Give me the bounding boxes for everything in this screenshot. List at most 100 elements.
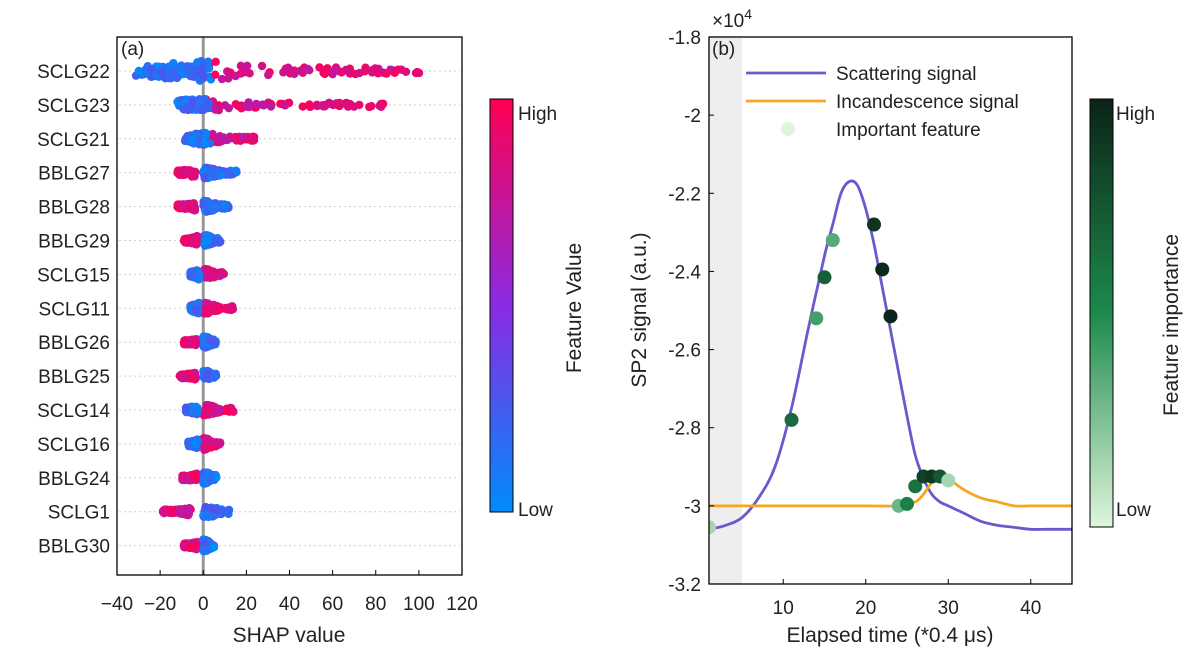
colorbar-low-label-a: Low (518, 500, 553, 521)
x-tick-label-a: 60 (322, 594, 343, 615)
y-axis-ticks-b: -3.2 -3 -2.8 -2.6 -2.4 -2.2 -2 -1.8 (668, 28, 714, 596)
feature-label: SCLG21 (37, 130, 110, 151)
shap-point (192, 541, 201, 550)
shap-point (206, 438, 215, 447)
shap-point (178, 472, 188, 481)
shap-point (328, 69, 337, 79)
shap-point (188, 170, 197, 179)
x-tick-label-b: 20 (855, 598, 876, 619)
shap-point (189, 338, 198, 347)
legend-label-scattering: Scattering signal (836, 64, 976, 85)
shap-point (187, 97, 196, 106)
colorbar-title-a: Feature Value (563, 243, 586, 373)
shap-point (206, 476, 215, 485)
shap-point (382, 69, 391, 78)
colorbar-title-b: Feature importance (1160, 234, 1183, 416)
shap-point (158, 507, 168, 517)
feature-rows (119, 70, 460, 547)
shap-points (131, 56, 424, 556)
shap-point (236, 69, 246, 78)
shap-point (204, 99, 213, 108)
shap-point (257, 61, 267, 71)
x-tick-label-a: −20 (144, 594, 176, 615)
shap-point (194, 270, 204, 279)
plot-frame-a (116, 36, 463, 576)
shap-point (179, 200, 188, 209)
shap-point (279, 68, 288, 77)
shap-point (157, 68, 166, 77)
colorbar-high-label-b: High (1116, 104, 1155, 125)
shap-point (189, 407, 198, 417)
important-feature-point (809, 311, 824, 326)
x-tick-label-a: 20 (236, 594, 257, 615)
shap-point (167, 508, 177, 518)
colorbar-feature-importance (1089, 98, 1114, 528)
shap-point (220, 101, 230, 110)
x-tick-label-a: 120 (446, 594, 478, 615)
x-tick-label-b: 40 (1020, 598, 1041, 619)
shap-point (199, 105, 208, 114)
x-axis-label-a: SHAP value (233, 624, 346, 647)
shap-point (172, 73, 182, 83)
shap-point (243, 61, 252, 71)
shap-point (173, 200, 182, 209)
colorbar-feature-value (489, 98, 514, 513)
important-feature-point (784, 412, 799, 427)
shap-point (191, 305, 201, 314)
shap-point (201, 129, 211, 138)
shap-point (200, 173, 209, 182)
shap-point (280, 101, 290, 110)
colorbar-high-label-a: High (518, 104, 557, 125)
shap-point (173, 168, 182, 177)
shap-point (208, 204, 218, 214)
panel-label-b: (b) (712, 39, 735, 60)
shap-point (194, 298, 203, 308)
series-line-scattering (709, 179, 1072, 531)
shap-point (303, 64, 313, 74)
x-tick-label-a: −40 (101, 594, 133, 615)
shap-point (236, 61, 246, 71)
important-feature-points (709, 217, 956, 535)
shap-point (217, 136, 226, 146)
shap-point (206, 271, 215, 280)
y-tick-label-b: -2.4 (668, 262, 701, 283)
shap-point (252, 99, 261, 109)
shaded-region (709, 37, 742, 584)
shap-point (202, 510, 212, 520)
shap-point (220, 201, 230, 211)
shap-point (370, 64, 380, 73)
shap-point (390, 68, 399, 77)
shap-point (259, 100, 268, 109)
feature-point-cloud (173, 196, 233, 216)
y-tick-label-b: -1.8 (668, 28, 701, 49)
feature-labels: SCLG22 SCLG23 SCLG21 BBLG27 BBLG28 BBLG29 SCLG… (37, 62, 110, 558)
feature-label: BBLG27 (38, 164, 110, 185)
x-axis-label-b: Elapsed time (*0.4 μs) (786, 624, 993, 647)
shap-point (211, 304, 220, 313)
y-exponent-base: ×10 (712, 11, 744, 32)
shap-point (201, 139, 210, 149)
shap-point (177, 505, 186, 514)
shap-point (315, 63, 324, 72)
shap-point (413, 67, 422, 77)
shap-point (165, 73, 174, 83)
feature-point-cloud (179, 230, 225, 250)
x-tick-label-a: 0 (198, 594, 209, 615)
sp2-signal-plot: 10 20 30 40 -3.2 -3 -2.8 -2.6 -2.4 -2.2 -2 -1.8 ×1… (628, 6, 1183, 647)
shap-point (191, 238, 201, 248)
shap-point (181, 403, 191, 412)
shap-point (337, 68, 346, 77)
plot-frame-b (708, 36, 1073, 585)
legend-label-important-feature: Important feature (836, 120, 981, 141)
colorbar-low-label-b: Low (1116, 500, 1151, 521)
feature-label: SCLG16 (37, 435, 110, 456)
panel-label-a: (a) (121, 39, 144, 60)
shap-point (231, 99, 240, 109)
important-feature-point (908, 479, 923, 494)
shap-point (203, 468, 212, 477)
shap-point (191, 472, 201, 482)
feature-label: BBLG26 (38, 333, 110, 354)
feature-label: SCLG11 (39, 299, 110, 320)
y-tick-label-b: -2.8 (668, 419, 701, 440)
shap-point (264, 70, 273, 80)
